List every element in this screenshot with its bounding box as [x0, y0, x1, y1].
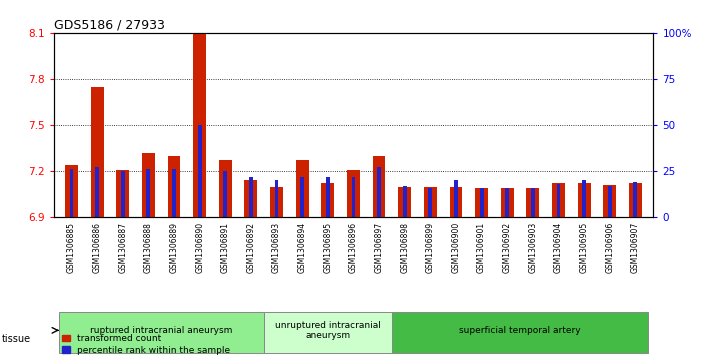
Bar — [424, 187, 437, 217]
Text: GSM1306902: GSM1306902 — [503, 222, 512, 273]
Bar — [347, 170, 360, 217]
Bar — [629, 183, 642, 217]
Bar — [249, 177, 253, 217]
Bar — [351, 177, 356, 217]
Bar — [582, 180, 586, 217]
Bar — [476, 188, 488, 217]
Text: superficial temporal artery: superficial temporal artery — [459, 326, 581, 335]
Text: GSM1306906: GSM1306906 — [605, 222, 614, 273]
Bar — [506, 188, 509, 217]
Bar — [428, 188, 432, 217]
Text: tissue: tissue — [2, 334, 31, 344]
Bar — [373, 156, 386, 217]
Text: GSM1306892: GSM1306892 — [246, 222, 256, 273]
Text: GSM1306891: GSM1306891 — [221, 222, 230, 273]
Text: unruptured intracranial
aneurysm: unruptured intracranial aneurysm — [275, 321, 381, 340]
Legend: transformed count, percentile rank within the sample: transformed count, percentile rank withi… — [58, 331, 233, 359]
Bar — [398, 187, 411, 217]
Text: GSM1306897: GSM1306897 — [375, 222, 383, 273]
Bar — [172, 169, 176, 217]
Bar — [608, 186, 612, 217]
Bar — [556, 184, 560, 217]
Bar — [198, 125, 201, 217]
Text: GSM1306896: GSM1306896 — [349, 222, 358, 273]
Bar — [501, 188, 513, 217]
Bar — [270, 187, 283, 217]
Bar — [142, 153, 155, 217]
Bar — [480, 188, 483, 217]
Bar — [193, 34, 206, 217]
Text: GSM1306893: GSM1306893 — [272, 222, 281, 273]
FancyBboxPatch shape — [263, 312, 392, 354]
Text: GSM1306895: GSM1306895 — [323, 222, 332, 273]
Bar — [603, 185, 616, 217]
Bar — [168, 156, 181, 217]
Bar — [321, 183, 334, 217]
Text: GDS5186 / 27933: GDS5186 / 27933 — [54, 19, 164, 32]
Bar — [69, 169, 74, 217]
Text: GSM1306888: GSM1306888 — [144, 222, 153, 273]
Bar — [223, 171, 227, 217]
Bar — [403, 186, 406, 217]
Text: GSM1306887: GSM1306887 — [119, 222, 127, 273]
Bar — [377, 167, 381, 217]
Bar — [244, 180, 257, 217]
Bar — [95, 167, 99, 217]
Text: GSM1306903: GSM1306903 — [528, 222, 538, 273]
Bar — [146, 169, 151, 217]
Text: GSM1306889: GSM1306889 — [169, 222, 178, 273]
Text: GSM1306904: GSM1306904 — [554, 222, 563, 273]
Bar — [65, 165, 78, 217]
Bar — [552, 183, 565, 217]
Text: GSM1306900: GSM1306900 — [451, 222, 461, 273]
Bar — [116, 170, 129, 217]
Bar — [326, 177, 330, 217]
Bar — [633, 182, 638, 217]
FancyBboxPatch shape — [392, 312, 648, 354]
Bar — [275, 180, 278, 217]
Text: GSM1306901: GSM1306901 — [477, 222, 486, 273]
Text: GSM1306899: GSM1306899 — [426, 222, 435, 273]
Bar — [91, 86, 104, 217]
Bar — [531, 188, 535, 217]
Bar — [121, 171, 125, 217]
Bar — [301, 177, 304, 217]
Text: ruptured intracranial aneurysm: ruptured intracranial aneurysm — [90, 326, 232, 335]
Bar — [296, 160, 308, 217]
Text: GSM1306885: GSM1306885 — [67, 222, 76, 273]
Bar — [578, 183, 590, 217]
Text: GSM1306894: GSM1306894 — [298, 222, 307, 273]
Text: GSM1306890: GSM1306890 — [195, 222, 204, 273]
Bar — [450, 187, 463, 217]
Text: GSM1306898: GSM1306898 — [400, 222, 409, 273]
Text: GSM1306907: GSM1306907 — [631, 222, 640, 273]
Text: GSM1306886: GSM1306886 — [93, 222, 101, 273]
FancyBboxPatch shape — [59, 312, 263, 354]
Bar — [526, 188, 539, 217]
Text: GSM1306905: GSM1306905 — [580, 222, 588, 273]
Bar — [219, 160, 231, 217]
Bar — [454, 180, 458, 217]
